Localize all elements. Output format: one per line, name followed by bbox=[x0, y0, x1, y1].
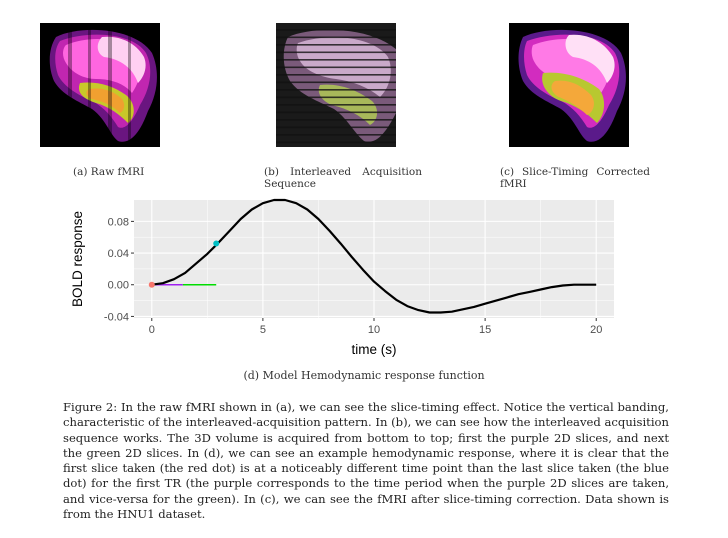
hrf-chart: 0 5 10 15 20 -0.04 0.00 0.04 0.08 time (s) BOLD re… bbox=[66, 196, 626, 364]
x-tick-label: 10 bbox=[368, 324, 380, 336]
figure-caption: Figure 2: In the raw fMRI shown in (a), … bbox=[63, 400, 669, 522]
raw-fmri-image bbox=[40, 23, 160, 147]
y-tick-label: 0.04 bbox=[108, 248, 129, 260]
figure-caption-text: Figure 2: In the raw fMRI shown in (a), … bbox=[63, 400, 669, 522]
subcaption-a: (a) Raw fMRI bbox=[73, 166, 145, 178]
x-axis-label: time (s) bbox=[352, 342, 397, 357]
subcaption-c: (c) Slice-Timing Corrected fMRI bbox=[500, 166, 650, 190]
hrf-curve bbox=[151, 198, 597, 314]
red-dot-marker bbox=[148, 281, 155, 288]
x-tick-label: 15 bbox=[479, 324, 491, 336]
x-tick-label: 5 bbox=[260, 324, 266, 336]
subcaption-b: (b) Interleaved Acquisition Sequence bbox=[264, 166, 422, 190]
x-tick-label: 0 bbox=[149, 324, 155, 336]
hrf-chart-svg: 0 5 10 15 20 -0.04 0.00 0.04 0.08 time (s) BOLD re… bbox=[70, 198, 614, 357]
corrected-fmri-image bbox=[509, 23, 629, 147]
y-tick-label: -0.04 bbox=[104, 311, 129, 323]
subcaption-d: (d) Model Hemodynamic response function bbox=[243, 369, 485, 382]
blue-dot-marker bbox=[213, 240, 220, 247]
interleaved-sequence-image bbox=[276, 23, 396, 147]
y-axis-label: BOLD response bbox=[70, 211, 85, 307]
x-tick-label: 20 bbox=[590, 324, 602, 336]
y-tick-label: 0.08 bbox=[108, 216, 129, 228]
y-tick-label: 0.00 bbox=[108, 280, 129, 292]
